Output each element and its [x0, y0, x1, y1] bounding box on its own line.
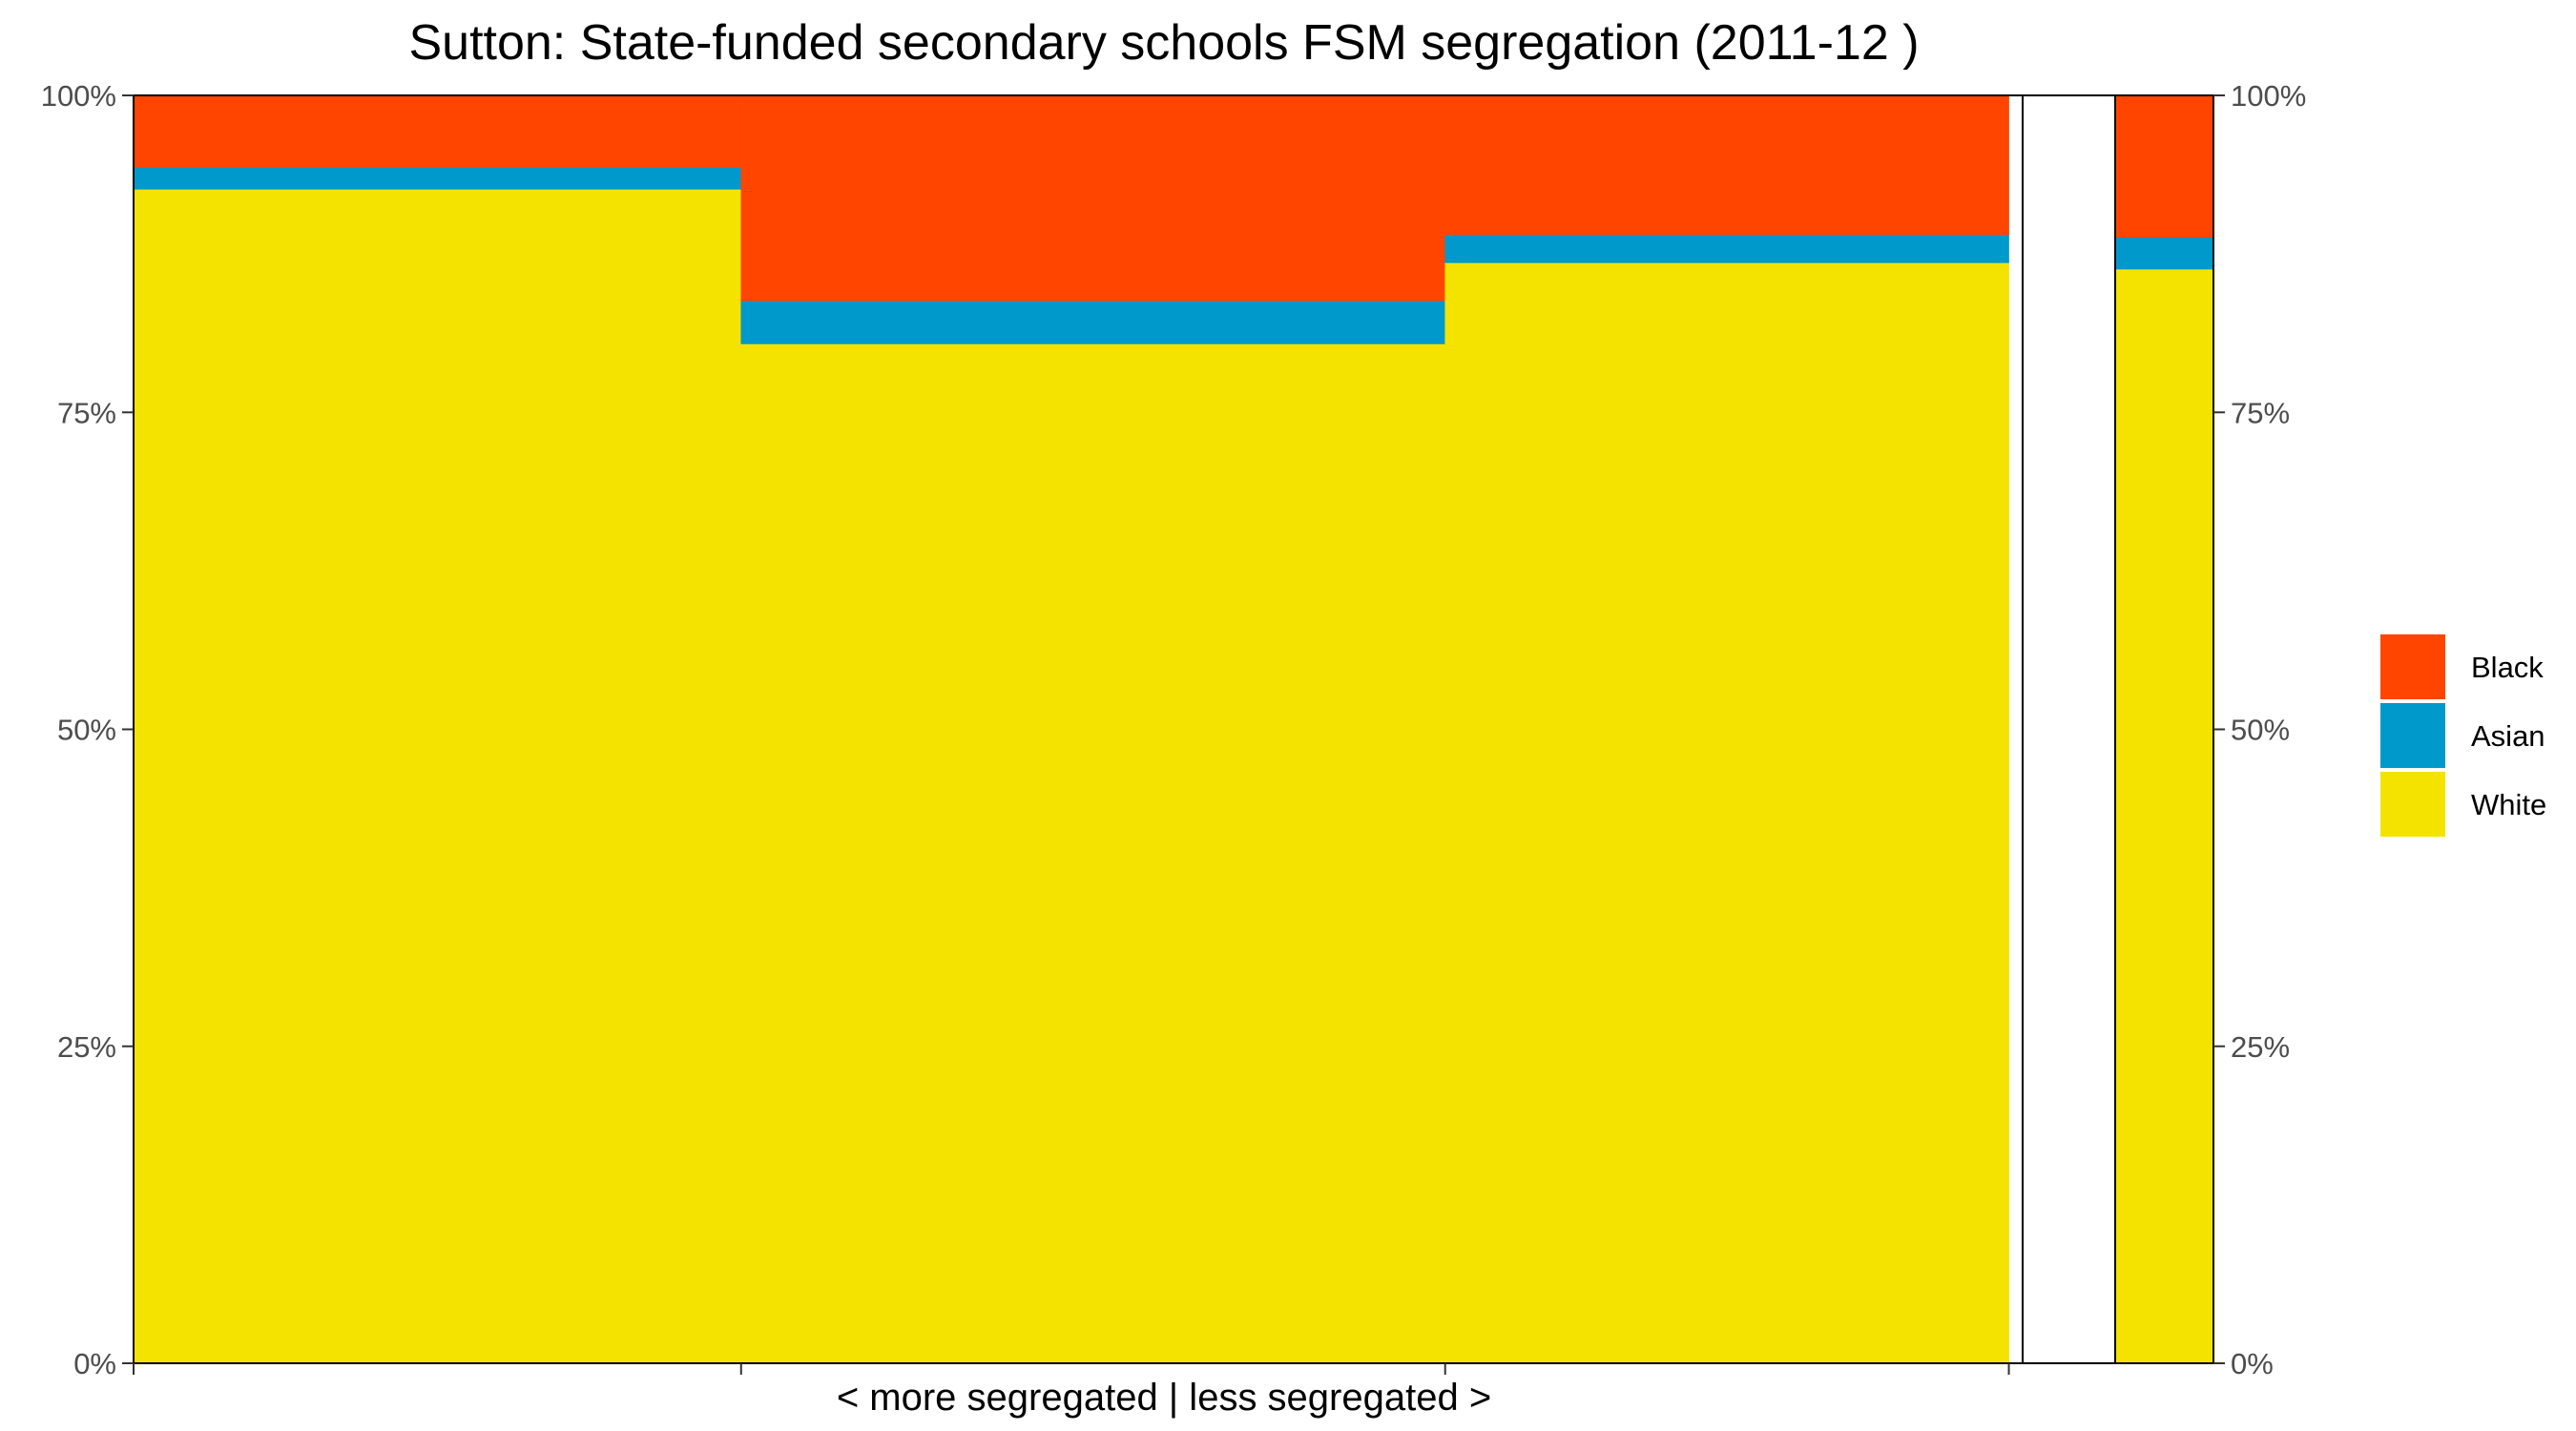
legend-swatch-black: [2380, 634, 2445, 699]
legend-label-asian: Asian: [2471, 719, 2545, 753]
bar-overall-asian: [2114, 237, 2214, 270]
bar-group1-white: [133, 189, 742, 1364]
legend-label-black: Black: [2471, 651, 2544, 684]
bar-overall-black: [2114, 94, 2214, 238]
separator-box: [2022, 94, 2116, 1364]
bar-group2-asian: [740, 300, 1446, 344]
y-tick-label-left: 0%: [73, 1347, 116, 1380]
y-tick-label-left: 75%: [57, 396, 116, 429]
bar-overall-white: [2114, 268, 2214, 1364]
bars-layer: [133, 94, 2214, 1364]
y-tick-label-right: 0%: [2231, 1347, 2274, 1380]
bar-group1-black: [133, 94, 742, 169]
legend-label-white: White: [2471, 788, 2546, 821]
bar-group3-white: [1444, 262, 2009, 1364]
y-tick-label-left: 25%: [57, 1030, 116, 1064]
y-tick-label-right: 75%: [2231, 396, 2290, 429]
y-tick-label-left: 100%: [41, 79, 116, 113]
axes-layer: 0% 0% 25% 25% 50% 50% 75% 75% 100% 100%: [41, 79, 2307, 1380]
bar-group1-asian: [133, 167, 742, 190]
legend-swatch-white: [2380, 772, 2445, 837]
x-axis-label: < more segregated | less segregated >: [837, 1377, 1491, 1419]
bar-group2-black: [740, 94, 1446, 301]
chart-title: Sutton: State-funded secondary schools F…: [408, 15, 1919, 71]
y-tick-label-right: 25%: [2231, 1030, 2290, 1064]
bar-group3-asian: [1444, 234, 2009, 263]
y-tick-label-left: 50%: [57, 714, 116, 747]
bar-group2-white: [740, 343, 1446, 1364]
legend: Black Asian White: [2380, 634, 2546, 837]
legend-swatch-asian: [2380, 703, 2445, 768]
bar-group3-black: [1444, 94, 2009, 236]
y-tick-label-right: 50%: [2231, 714, 2290, 747]
y-tick-label-right: 100%: [2231, 79, 2306, 113]
